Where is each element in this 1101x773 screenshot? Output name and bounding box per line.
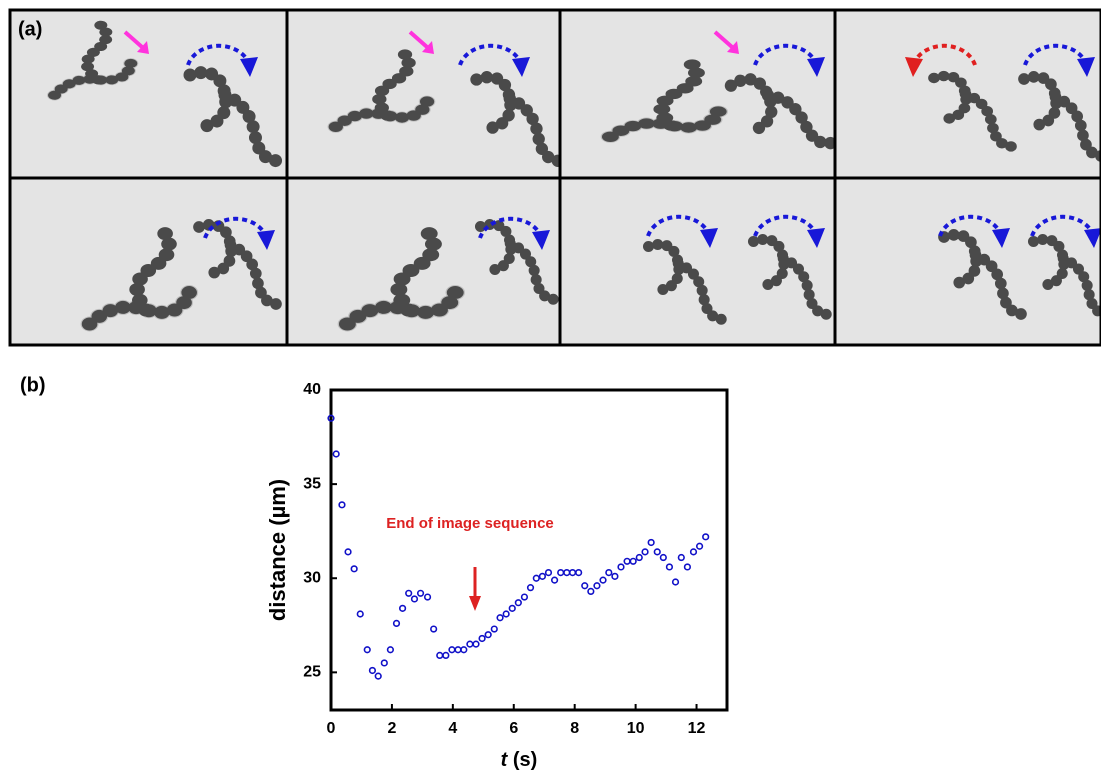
image-cell xyxy=(558,8,837,180)
data-point xyxy=(550,576,559,584)
data-point xyxy=(502,610,510,618)
image-cell xyxy=(285,176,562,347)
data-point xyxy=(526,584,535,592)
data-point xyxy=(605,568,613,577)
data-point xyxy=(332,450,340,458)
data-point xyxy=(484,631,492,639)
data-point xyxy=(563,568,571,577)
data-point xyxy=(581,582,589,590)
panel-label: (b) xyxy=(20,374,46,396)
data-point xyxy=(327,414,335,422)
plot-frame xyxy=(329,388,729,712)
data-point xyxy=(568,568,577,577)
data-point xyxy=(538,572,547,580)
data-point xyxy=(380,659,388,667)
data-point xyxy=(599,576,607,584)
cell-border xyxy=(833,176,1101,347)
data-point xyxy=(368,666,377,675)
data-point xyxy=(689,548,698,556)
data-point xyxy=(617,563,625,571)
data-point xyxy=(587,587,595,596)
data-point xyxy=(344,548,352,556)
data-point xyxy=(520,593,529,601)
data-point xyxy=(677,553,685,562)
data-point xyxy=(405,589,413,597)
data-point xyxy=(623,557,631,565)
data-point xyxy=(532,574,540,582)
y-tick-label: 30 xyxy=(303,569,321,586)
data-point xyxy=(593,582,601,590)
data-point xyxy=(702,533,710,541)
x-tick-label: 8 xyxy=(570,720,579,737)
data-point xyxy=(338,501,346,509)
image-cell xyxy=(285,8,562,180)
data-point xyxy=(641,548,649,556)
image-cell xyxy=(8,176,289,347)
data-point xyxy=(430,625,438,633)
x-tick-label: 2 xyxy=(387,720,396,737)
data-point xyxy=(410,595,419,603)
x-tick-label: 6 xyxy=(509,720,518,737)
image-cell xyxy=(8,8,289,180)
data-point xyxy=(416,589,425,597)
x-tick-label: 4 xyxy=(448,720,457,737)
data-point xyxy=(472,640,480,648)
data-point xyxy=(490,625,498,633)
data-point xyxy=(575,568,583,577)
annotation-arrowhead xyxy=(469,596,481,611)
cell-background xyxy=(287,10,560,178)
annotation: End of image sequence xyxy=(386,515,554,532)
y-tick-label: 40 xyxy=(303,381,321,398)
data-point xyxy=(508,604,516,612)
data-point xyxy=(448,646,456,654)
data-point xyxy=(671,578,680,586)
cell-background xyxy=(835,178,1101,345)
panel-label: (a) xyxy=(18,18,42,40)
data-point xyxy=(392,619,401,628)
data-point xyxy=(514,599,522,607)
data-point xyxy=(386,646,395,654)
data-point xyxy=(460,646,468,654)
x-tick-label: 12 xyxy=(688,720,706,737)
plot: 25 30 35 40 0 2 4 6 8 10 12 distance (µm) t (s) End o… xyxy=(265,381,729,771)
data-point xyxy=(611,572,619,580)
data-point xyxy=(659,553,667,562)
data-point xyxy=(683,563,692,571)
data-point xyxy=(665,563,674,571)
data-point xyxy=(436,651,444,660)
data-point xyxy=(695,542,704,550)
data-point xyxy=(635,553,643,562)
data-point xyxy=(629,557,637,565)
data-point xyxy=(398,604,407,612)
data-point xyxy=(363,646,371,654)
data-point xyxy=(356,610,364,618)
image-cell xyxy=(558,176,837,347)
image-grid xyxy=(8,8,1101,347)
x-axis-var: t xyxy=(501,749,509,771)
data-point xyxy=(350,565,358,573)
y-axis-label: distance (µm) xyxy=(265,479,290,621)
y-tick-label: 25 xyxy=(303,664,321,681)
data-point xyxy=(423,593,432,601)
cell-background xyxy=(560,10,835,178)
data-point xyxy=(496,614,504,622)
x-axis-unit: (s) xyxy=(507,749,537,771)
data-point xyxy=(557,568,565,577)
x-tick-label: 0 xyxy=(327,720,336,737)
x-tick-label: 10 xyxy=(627,720,645,737)
data-point xyxy=(466,640,474,648)
image-cell xyxy=(833,8,1101,180)
x-axis-label: t (s) xyxy=(501,749,538,771)
image-cell xyxy=(833,176,1101,347)
data-point xyxy=(374,672,382,680)
data-point xyxy=(653,548,661,556)
data-point xyxy=(478,634,486,643)
data-point xyxy=(647,538,655,547)
data-point xyxy=(454,646,462,654)
data-point xyxy=(544,568,553,577)
data-point xyxy=(442,651,450,660)
y-tick-label: 35 xyxy=(303,475,321,492)
